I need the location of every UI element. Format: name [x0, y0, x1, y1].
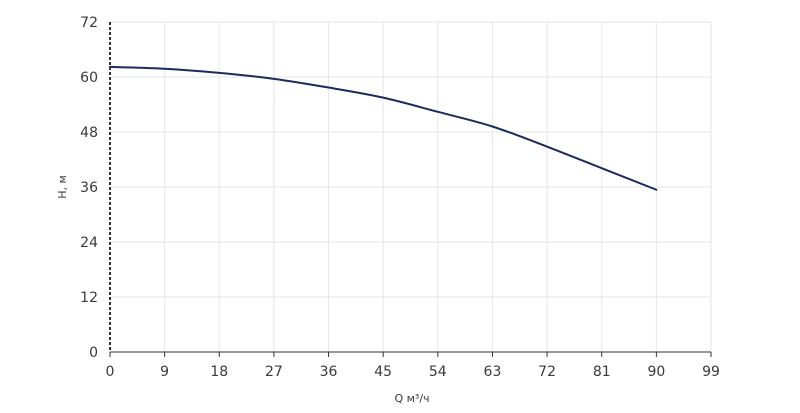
series-layer [109, 65, 658, 191]
x-tick-label: 0 [106, 364, 115, 380]
y-tick-label: 36 [80, 180, 98, 196]
y-tick-label: 12 [80, 290, 98, 306]
y-tick-label: 24 [80, 235, 98, 251]
y-tick-label: 60 [80, 70, 98, 86]
grid [110, 21, 712, 352]
x-tick-label: 18 [210, 364, 228, 380]
x-tick-label: 90 [647, 364, 665, 380]
y-tick-label: 72 [80, 15, 98, 31]
x-tick-label: 45 [374, 364, 392, 380]
y-tick-label: 48 [80, 125, 98, 141]
x-tick-label: 27 [265, 364, 283, 380]
tick-labels: 0 9 18 27 36 45 54 63 72 81 90 99 0 12 24 36 48 60 72 [80, 15, 720, 380]
y-tick-label: 0 [89, 345, 98, 361]
y-axis-title: H, м [56, 175, 69, 199]
x-tick-label: 99 [702, 364, 720, 380]
x-tick-label: 81 [593, 364, 611, 380]
x-axis-title: Q м³/ч [394, 392, 429, 405]
axes [109, 22, 712, 357]
series-line [109, 65, 658, 191]
x-tick-label: 72 [538, 364, 556, 380]
x-tick-label: 54 [429, 364, 447, 380]
x-tick-label: 63 [484, 364, 502, 380]
x-tick-label: 36 [320, 364, 338, 380]
x-tick-label: 9 [160, 364, 169, 380]
